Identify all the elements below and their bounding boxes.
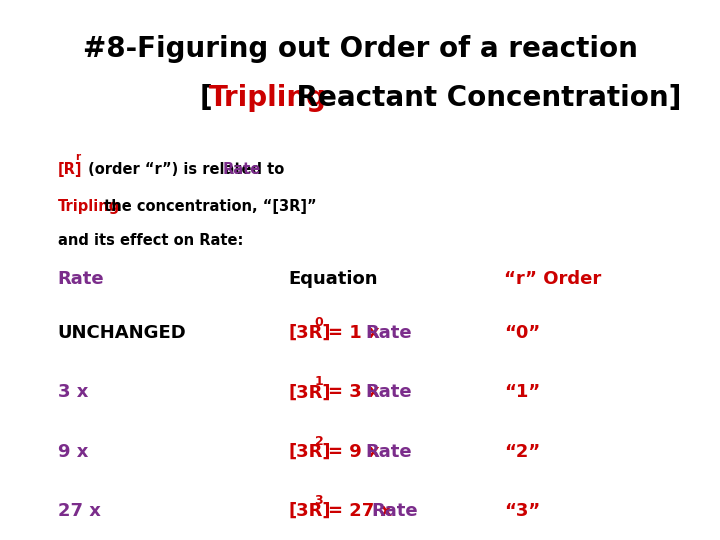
Text: = 1 x: = 1 x	[328, 324, 379, 342]
Text: “1”: “1”	[504, 383, 540, 401]
Text: r: r	[76, 152, 81, 163]
Text: the concentration, “[3R]”: the concentration, “[3R]”	[99, 199, 317, 214]
Text: Rate: Rate	[365, 443, 412, 461]
Text: [3R]: [3R]	[288, 443, 330, 461]
Text: 3: 3	[315, 494, 323, 507]
Text: (order “r”) is related to: (order “r”) is related to	[83, 162, 289, 177]
Text: Rate: Rate	[365, 324, 412, 342]
Text: [R]: [R]	[58, 162, 82, 177]
Text: “0”: “0”	[504, 324, 540, 342]
Text: Equation: Equation	[288, 270, 377, 288]
Text: [3R]: [3R]	[288, 383, 330, 401]
Text: = 3 x: = 3 x	[328, 383, 379, 401]
Text: #8-Figuring out Order of a reaction: #8-Figuring out Order of a reaction	[83, 35, 637, 63]
Text: = 9 x: = 9 x	[328, 443, 379, 461]
Text: 0: 0	[315, 316, 323, 329]
Text: UNCHANGED: UNCHANGED	[58, 324, 186, 342]
Text: “2”: “2”	[504, 443, 540, 461]
Text: [3R]: [3R]	[288, 502, 330, 520]
Text: [: [	[199, 84, 212, 112]
Text: 27 x: 27 x	[58, 502, 101, 520]
Text: Rate: Rate	[58, 270, 104, 288]
Text: “r” Order: “r” Order	[504, 270, 601, 288]
Text: = 27 x: = 27 x	[328, 502, 392, 520]
Text: Tripling: Tripling	[210, 84, 328, 112]
Text: Reactant Concentration]: Reactant Concentration]	[287, 84, 681, 112]
Text: 1: 1	[315, 375, 323, 388]
Text: Rate: Rate	[372, 502, 418, 520]
Text: Rate: Rate	[365, 383, 412, 401]
Text: 2: 2	[315, 435, 323, 448]
Text: “3”: “3”	[504, 502, 540, 520]
Text: Tripling: Tripling	[58, 199, 120, 214]
Text: 3 x: 3 x	[58, 383, 88, 401]
Text: 9 x: 9 x	[58, 443, 88, 461]
Text: and its effect on Rate:: and its effect on Rate:	[58, 233, 243, 248]
Text: Rate: Rate	[222, 162, 261, 177]
Text: [3R]: [3R]	[288, 324, 330, 342]
